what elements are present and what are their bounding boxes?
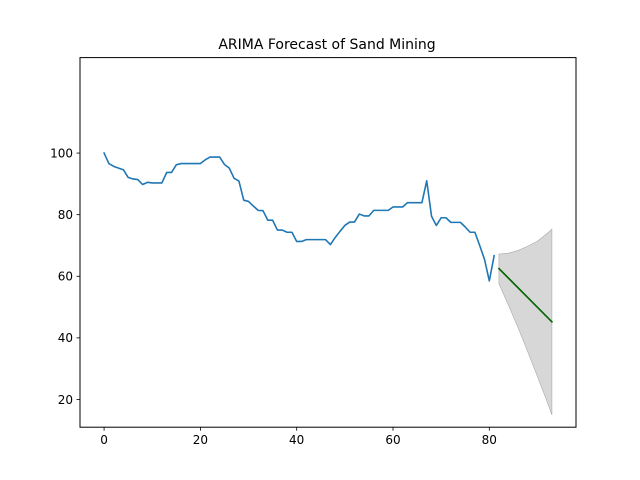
y-tick-label: 40 xyxy=(58,331,73,345)
confidence-interval-band xyxy=(498,228,553,415)
y-axis: 20 40 60 80 100 xyxy=(50,146,80,407)
confidence-band-layer xyxy=(498,228,553,415)
x-tick-label: 80 xyxy=(482,433,497,447)
y-tick-label: 20 xyxy=(58,393,73,407)
chart-title: ARIMA Forecast of Sand Mining xyxy=(218,37,435,53)
y-tick-label: 80 xyxy=(58,208,73,222)
x-tick-label: 40 xyxy=(289,433,304,447)
y-tick-label: 60 xyxy=(58,270,73,284)
x-axis: 0 20 40 60 80 xyxy=(100,427,497,447)
x-tick-label: 0 xyxy=(100,433,108,447)
series-layer xyxy=(103,152,554,323)
history-line xyxy=(103,152,496,282)
y-tick-label: 100 xyxy=(50,146,73,160)
x-tick-label: 20 xyxy=(193,433,208,447)
forecast-line xyxy=(497,267,554,323)
plot-frame xyxy=(79,57,577,428)
x-tick-label: 60 xyxy=(385,433,400,447)
